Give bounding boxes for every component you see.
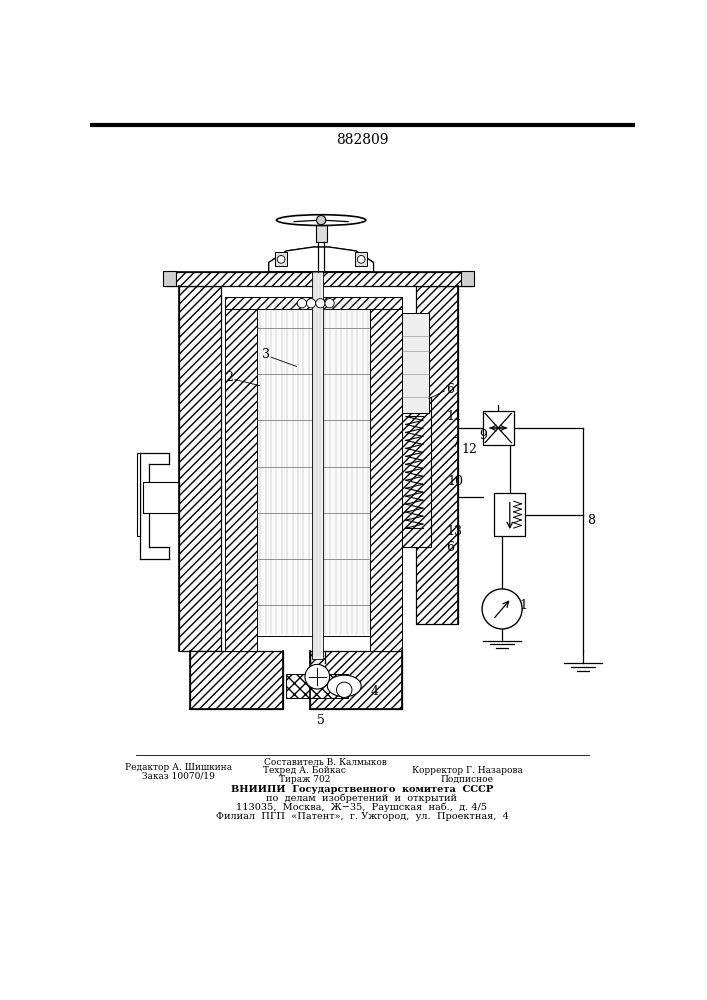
Bar bbox=[312, 266, 322, 659]
Circle shape bbox=[357, 256, 365, 263]
Bar bbox=[461, 271, 474, 286]
Bar bbox=[179, 286, 221, 651]
Text: Редактор А. Шишкина: Редактор А. Шишкина bbox=[125, 763, 233, 772]
Text: Тираж 702: Тираж 702 bbox=[279, 774, 330, 784]
Text: Заказ 10070/19: Заказ 10070/19 bbox=[142, 771, 215, 780]
Text: 3: 3 bbox=[262, 348, 269, 361]
Circle shape bbox=[316, 299, 325, 308]
Text: 9: 9 bbox=[479, 429, 487, 442]
Bar bbox=[163, 271, 175, 286]
Text: 7: 7 bbox=[452, 437, 460, 450]
Text: 13: 13 bbox=[446, 525, 462, 538]
Circle shape bbox=[297, 299, 307, 308]
Bar bbox=[190, 651, 283, 709]
Text: Подписное: Подписное bbox=[441, 774, 494, 784]
Bar bbox=[225, 297, 402, 309]
Text: 2: 2 bbox=[225, 371, 233, 384]
Text: ВНИИПИ  Государственного  комитета  СССР: ВНИИПИ Государственного комитета СССР bbox=[230, 785, 493, 794]
Circle shape bbox=[307, 299, 316, 308]
Bar bbox=[225, 297, 257, 651]
Bar bbox=[494, 493, 525, 536]
Text: 11: 11 bbox=[446, 410, 462, 423]
Polygon shape bbox=[269, 247, 373, 272]
Bar bbox=[143, 482, 179, 513]
Bar bbox=[165, 272, 472, 286]
Bar bbox=[355, 252, 368, 266]
Circle shape bbox=[277, 256, 285, 263]
Bar bbox=[275, 252, 287, 266]
Bar bbox=[310, 651, 402, 709]
Ellipse shape bbox=[276, 215, 366, 225]
Text: по  делам  изобретений  и  открытий: по делам изобретений и открытий bbox=[267, 794, 457, 803]
Text: 4: 4 bbox=[371, 685, 379, 698]
Text: Составитель В. Калмыков: Составитель В. Калмыков bbox=[264, 758, 387, 767]
Bar bbox=[137, 453, 140, 536]
Bar bbox=[416, 286, 458, 624]
Circle shape bbox=[325, 299, 334, 308]
Text: 6: 6 bbox=[447, 541, 455, 554]
Text: Техред А. Бойкас: Техред А. Бойкас bbox=[263, 766, 346, 775]
Text: 12: 12 bbox=[461, 443, 477, 456]
Circle shape bbox=[305, 664, 329, 689]
Text: 1: 1 bbox=[520, 599, 527, 612]
Bar bbox=[400, 397, 431, 547]
Ellipse shape bbox=[317, 215, 326, 225]
Circle shape bbox=[337, 682, 352, 698]
Text: 5: 5 bbox=[317, 714, 325, 727]
Ellipse shape bbox=[327, 675, 361, 697]
Text: 113035,  Москва,  Ж−35,  Раушская  наб.,  д. 4/5: 113035, Москва, Ж−35, Раушская наб., д. … bbox=[236, 803, 487, 812]
Bar bbox=[483, 411, 514, 445]
Polygon shape bbox=[269, 247, 373, 272]
Text: 882809: 882809 bbox=[336, 133, 388, 147]
Circle shape bbox=[482, 589, 522, 629]
Text: 10: 10 bbox=[447, 475, 463, 488]
Text: Корректор Г. Назарова: Корректор Г. Назарова bbox=[412, 766, 523, 775]
Bar bbox=[370, 297, 402, 651]
Bar bbox=[316, 225, 327, 242]
Text: Филиал  ПГП  «Патент»,  г. Ужгород,  ул.  Проектная,  4: Филиал ПГП «Патент», г. Ужгород, ул. Про… bbox=[216, 812, 508, 821]
Bar bbox=[286, 674, 348, 698]
Bar bbox=[402, 312, 429, 413]
Text: 6: 6 bbox=[447, 383, 455, 396]
Text: 8: 8 bbox=[587, 514, 595, 527]
Bar bbox=[257, 297, 370, 636]
